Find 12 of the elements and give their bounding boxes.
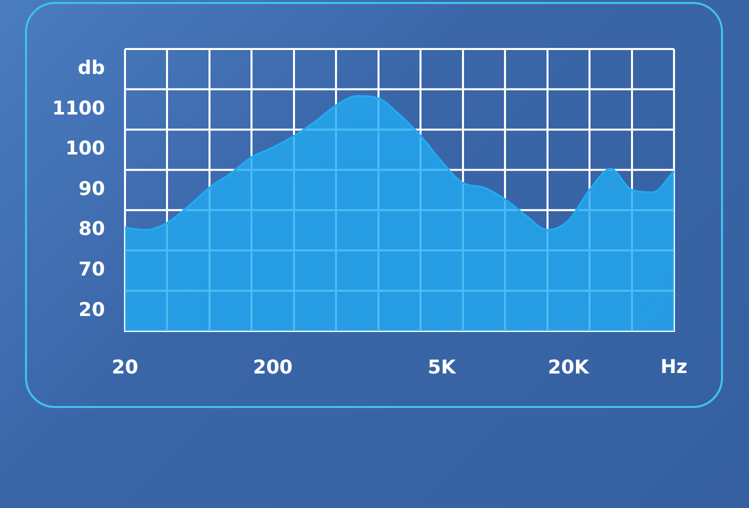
text: 70 (78, 258, 105, 281)
x-axis-title: Hz (660, 356, 688, 378)
x-tick-label: 5K (428, 356, 457, 378)
x-tick-label: 20K (548, 356, 590, 378)
y-axis-title: db (78, 57, 105, 80)
text: 100 (65, 138, 105, 160)
x-tick-label: 20 (112, 356, 138, 378)
text: 20 (78, 298, 105, 321)
text: 1100 (52, 97, 105, 120)
text: 80 (78, 218, 105, 240)
x-tick-label: 200 (252, 356, 293, 378)
text: 90 (78, 178, 105, 200)
